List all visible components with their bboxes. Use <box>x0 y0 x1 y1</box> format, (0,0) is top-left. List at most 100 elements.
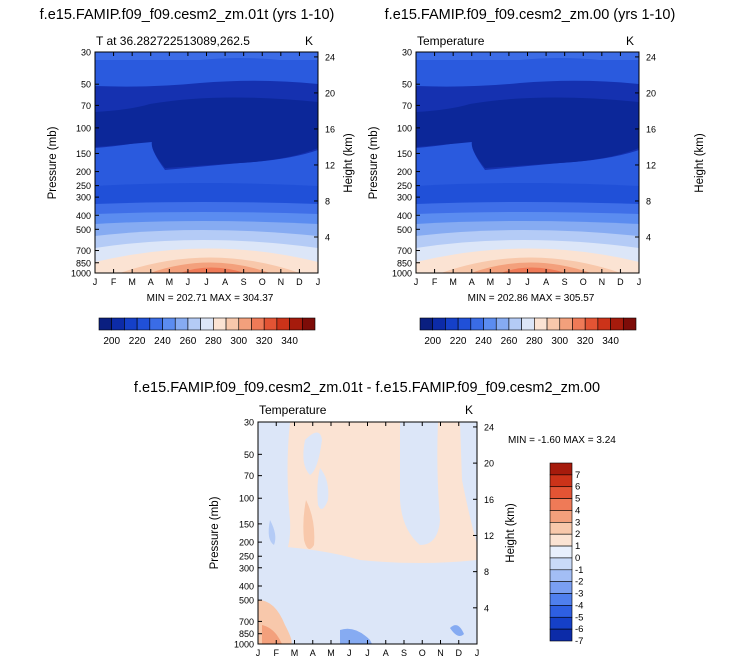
panel-3-band <box>268 520 276 545</box>
colorbar-label: 5 <box>575 494 580 505</box>
panel-3-band <box>258 422 291 566</box>
x-tick-label: O <box>259 277 266 287</box>
x-tick-label: O <box>419 648 426 658</box>
x-tick-label: A <box>310 648 316 658</box>
y2-tick-label: 16 <box>484 495 494 505</box>
y-tick-label: 700 <box>76 246 91 256</box>
x-tick-label: J <box>204 277 209 287</box>
x-tick-label: M <box>166 277 174 287</box>
panel-2-y2label: Height (km) <box>694 133 706 193</box>
panel-2-axes: J F M A M J J A S O N D J 30 50 70 100 150 200 250 300 400 500… <box>392 48 656 288</box>
colorbar-swatch <box>508 317 522 331</box>
colorbar-label: 220 <box>129 336 146 347</box>
y-tick-label: 100 <box>76 123 91 133</box>
panel-3-left-label: Temperature <box>259 403 327 417</box>
panel-1-y2label: Height (km) <box>343 133 355 193</box>
y-tick-label: 1000 <box>234 640 254 650</box>
y-tick-label: 150 <box>239 519 254 529</box>
colorbar-swatch <box>98 317 113 331</box>
colorbar-swatch <box>597 317 611 331</box>
y-tick-label: 100 <box>397 123 412 133</box>
colorbar-swatch <box>610 317 624 331</box>
y-tick-label: 200 <box>397 167 412 177</box>
x-tick-label: D <box>296 277 303 287</box>
colorbar-swatch <box>521 317 535 331</box>
y-tick-label: 200 <box>76 167 91 177</box>
x-tick-label: J <box>525 277 530 287</box>
colorbar-label: 340 <box>281 336 298 347</box>
y-tick-label: 70 <box>81 101 91 111</box>
colorbar-swatch <box>149 317 163 331</box>
panel-3-band <box>340 628 372 644</box>
y-tick-label: 30 <box>402 48 412 58</box>
colorbar-swatch <box>549 605 573 618</box>
colorbar-swatch <box>483 317 497 331</box>
colorbar-swatch <box>572 317 586 331</box>
panel-2-band <box>416 97 639 168</box>
panel-3-band <box>400 422 440 545</box>
colorbar-label: 2 <box>575 529 580 540</box>
panel-1-ylabel: Pressure (mb) <box>47 126 59 199</box>
x-tick-label: D <box>456 648 463 658</box>
x-tick-label: A <box>383 648 389 658</box>
colorbar-swatch <box>174 317 189 331</box>
y2-tick-label: 24 <box>646 52 656 62</box>
x-tick-label: M <box>291 648 299 658</box>
colorbar-label: 240 <box>475 336 492 347</box>
y2-tick-label: 12 <box>325 160 335 170</box>
panel-1-stats: MIN = 202.71 MAX = 304.37 <box>147 293 274 304</box>
colorbar-2: 200 220 240 260 280 300 320 340 <box>419 317 637 347</box>
y-tick-label: 70 <box>244 471 254 481</box>
x-tick-label: J <box>414 277 419 287</box>
colorbar-swatch <box>549 522 573 535</box>
panel-2-ylabel: Pressure (mb) <box>368 126 380 199</box>
colorbar-label: 200 <box>424 336 441 347</box>
panel-3-band <box>450 625 464 636</box>
colorbar-label: 260 <box>501 336 518 347</box>
x-tick-label: S <box>241 277 247 287</box>
y-tick-label: 300 <box>76 193 91 203</box>
colorbar-swatch <box>534 317 548 331</box>
colorbar-swatch <box>549 462 573 476</box>
x-tick-label: F <box>111 277 117 287</box>
y-tick-label: 50 <box>402 80 412 90</box>
y-tick-label: 500 <box>76 225 91 235</box>
colorbar-swatch <box>251 317 265 331</box>
colorbar-swatch <box>470 317 484 331</box>
colorbar-swatch <box>419 317 434 331</box>
y-tick-label: 150 <box>76 149 91 159</box>
y2-tick-label: 12 <box>646 160 656 170</box>
y2-tick-label: 24 <box>325 52 335 62</box>
colorbar-swatch <box>238 317 252 331</box>
panel-1-axes: J F M A M J J A S O N D J 30 50 70 100 150 200 250 300 400 500… <box>71 48 335 288</box>
colorbar-swatch <box>162 317 176 331</box>
colorbar-swatch <box>289 317 303 331</box>
colorbar-label: 320 <box>256 336 273 347</box>
colorbar-label: -3 <box>575 589 583 600</box>
colorbar-label: 300 <box>551 336 568 347</box>
panel-3-band <box>262 625 282 644</box>
y2-tick-label: 4 <box>325 232 330 242</box>
colorbar-swatch <box>301 317 316 331</box>
panel-3-unit: K <box>465 403 473 417</box>
colorbar-label: 6 <box>575 482 580 493</box>
colorbar-swatch <box>549 533 573 547</box>
colorbar-label: 200 <box>103 336 120 347</box>
x-tick-label: J <box>637 277 642 287</box>
colorbar-swatch <box>549 593 573 606</box>
y-tick-label: 300 <box>397 193 412 203</box>
x-tick-label: J <box>186 277 191 287</box>
panel-2-stats: MIN = 202.86 MAX = 305.57 <box>468 293 595 304</box>
colorbar-label: 260 <box>180 336 197 347</box>
panel-1-left-label: T at 36.282722513089,262.5 <box>96 34 250 48</box>
colorbar-swatch <box>549 628 573 642</box>
colorbar-swatch <box>549 616 573 630</box>
x-tick-label: N <box>437 648 444 658</box>
y-tick-label: 250 <box>239 552 254 562</box>
panel-3-band <box>303 432 322 475</box>
x-tick-label: J <box>316 277 321 287</box>
colorbar-label: 240 <box>154 336 171 347</box>
colorbar-swatch <box>432 317 446 331</box>
x-tick-label: S <box>401 648 407 658</box>
